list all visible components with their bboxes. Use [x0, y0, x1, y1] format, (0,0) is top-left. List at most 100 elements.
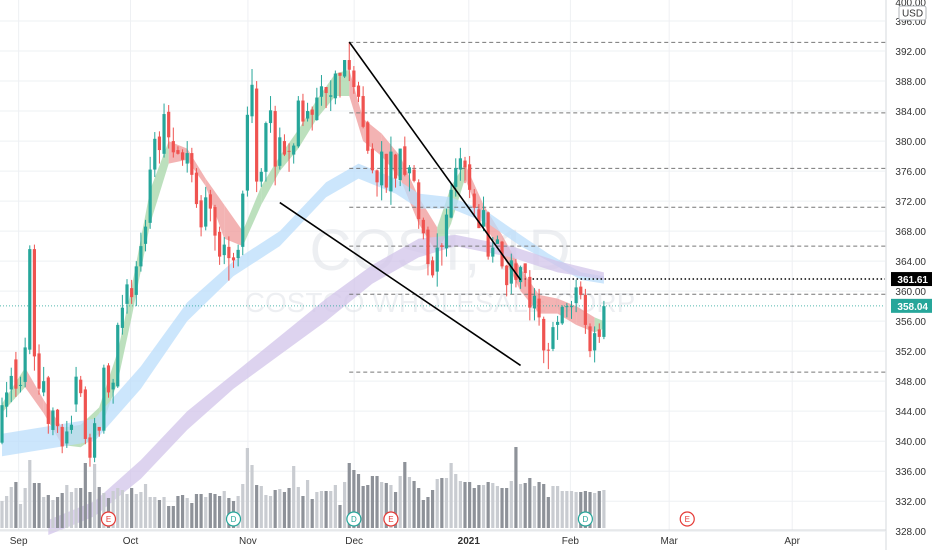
volume-bar: [9, 487, 13, 528]
price-axis-tick: 384.00: [895, 107, 926, 118]
candle-body: [296, 100, 300, 147]
volume-bar: [190, 503, 194, 528]
volume-bar: [111, 491, 115, 528]
volume-bar: [477, 485, 481, 528]
candle: [602, 300, 606, 340]
volume-bar: [574, 492, 578, 528]
candle-body: [102, 367, 106, 431]
volume-bar: [153, 497, 157, 528]
price-axis-tick: 368.00: [895, 227, 926, 238]
volume-bar: [356, 474, 361, 528]
candle: [9, 367, 13, 403]
volume-bar: [426, 497, 430, 528]
volume-bar: [287, 488, 291, 528]
volume-bar: [88, 492, 92, 528]
candle: [380, 141, 384, 201]
volume-bar: [579, 492, 583, 528]
candle: [361, 86, 365, 129]
volume-bar: [588, 492, 592, 528]
candle-body: [505, 265, 509, 286]
candle-body: [407, 167, 412, 174]
event-marker-letter: E: [106, 515, 111, 524]
volume-bar: [486, 482, 490, 528]
volume-bar: [481, 485, 486, 528]
candle-body: [162, 114, 166, 154]
candle: [468, 156, 472, 199]
volume-bar: [509, 481, 513, 528]
candle: [130, 279, 134, 304]
candle: [393, 153, 398, 188]
price-axis-tick: 372.00: [895, 197, 926, 208]
price-axis-tick: 340.00: [895, 437, 926, 448]
candle-body: [259, 171, 263, 182]
volume-bar: [384, 483, 388, 528]
volume-bar: [458, 481, 462, 528]
volume-bar: [65, 485, 69, 528]
ribbon-fast-segment: [117, 287, 132, 382]
candle-body: [18, 384, 23, 386]
candle: [134, 261, 138, 307]
candle-body: [532, 295, 537, 309]
candle-body: [338, 72, 342, 76]
price-axis-tick: 396.00: [895, 17, 926, 28]
volume-bar: [97, 487, 101, 528]
candle: [389, 136, 393, 205]
candle-body: [218, 231, 222, 257]
candle: [282, 134, 287, 157]
candle-body: [194, 172, 199, 205]
candle-body: [468, 164, 472, 190]
volume-bar: [139, 492, 143, 528]
candle: [199, 195, 203, 237]
candle: [551, 321, 555, 352]
candle: [14, 351, 18, 397]
candle-body: [514, 263, 518, 280]
time-axis-label: Dec: [345, 536, 363, 547]
candle-body: [79, 379, 83, 394]
candle-body: [65, 431, 69, 444]
volume-bar: [472, 488, 476, 528]
candle: [180, 149, 185, 166]
candle: [32, 244, 37, 371]
candle-body: [333, 73, 337, 99]
candle-body: [472, 193, 476, 208]
candle: [23, 337, 27, 388]
candle: [120, 294, 124, 335]
trendline: [348, 41, 522, 281]
candle-body: [153, 138, 157, 170]
candle: [366, 120, 370, 154]
price-lines: [0, 278, 885, 307]
candle-body: [208, 194, 212, 209]
volume-bar: [157, 500, 162, 528]
volume-bar: [51, 500, 55, 528]
volume-bar: [380, 482, 384, 528]
volume-bar: [412, 481, 416, 528]
event-marker-letter: D: [582, 515, 588, 524]
candle-body: [268, 110, 273, 124]
candle-body: [250, 84, 254, 117]
volume-bar: [556, 486, 560, 528]
candle: [143, 219, 148, 252]
event-marker-circle: [679, 511, 695, 527]
volume-bar: [421, 500, 425, 528]
candle: [430, 256, 435, 278]
candle-body: [83, 389, 87, 439]
candle-body: [0, 405, 4, 443]
volume-bar: [102, 493, 106, 528]
candle-body: [60, 426, 64, 447]
volume-bar: [532, 486, 537, 528]
volume-bar: [551, 486, 555, 528]
volume-bar: [46, 495, 50, 528]
volume-bar: [213, 494, 217, 528]
candle: [97, 426, 101, 437]
candle-body: [125, 284, 129, 304]
event-marker: E: [383, 511, 399, 527]
candle-body: [171, 141, 175, 153]
volume-bar: [241, 484, 245, 528]
candle-body: [97, 426, 101, 431]
candle-body: [157, 136, 162, 151]
volume-bar: [116, 488, 120, 528]
candle: [305, 102, 310, 122]
